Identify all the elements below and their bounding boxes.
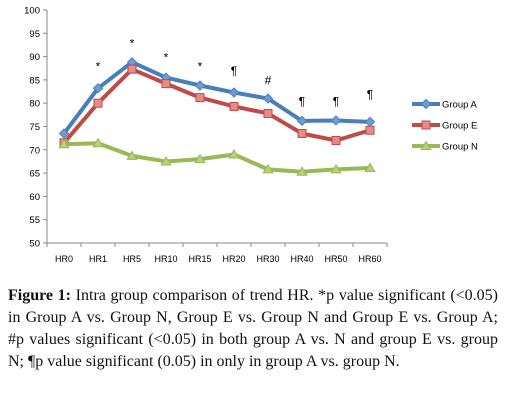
series-group-e	[59, 64, 375, 148]
data-point-group-e	[365, 125, 375, 135]
data-point-group-e	[297, 128, 307, 138]
x-tick-label: HR20	[222, 254, 245, 264]
y-tick-label: 85	[29, 75, 40, 86]
x-tick-label: HR0	[55, 254, 73, 264]
x-tick-label: HR60	[358, 254, 381, 264]
significance-marker: *	[164, 50, 169, 64]
x-tick-label: HR10	[154, 254, 177, 264]
line-chart: 50 55 60 65 70 75 80 85 90 95 100 HR0 HR1 HR5 HR10 HR15…	[24, 6, 478, 265]
y-tick-label: 65	[29, 169, 40, 180]
significance-marker: #	[265, 74, 272, 88]
caption-label: Figure 1:	[8, 287, 72, 304]
y-tick-label: 90	[29, 52, 40, 63]
data-point-group-n	[160, 155, 172, 166]
series-line-group-e	[62, 67, 371, 145]
data-point-group-a	[364, 116, 376, 128]
data-point-group-a	[262, 93, 274, 104]
x-tick-label: HR5	[123, 254, 141, 264]
significance-marker: ¶	[333, 95, 339, 109]
series-line-group-a	[62, 60, 371, 135]
significance-marker: *	[96, 60, 101, 74]
data-point-group-e	[331, 135, 341, 145]
legend-label-group-n: Group N	[442, 142, 478, 153]
data-point-group-a	[296, 115, 308, 127]
data-point-group-e	[229, 101, 239, 111]
data-point-group-a	[228, 87, 240, 98]
series-line-group-n	[63, 141, 371, 174]
chart-series	[58, 56, 376, 176]
data-point-group-n	[194, 153, 206, 164]
legend-marker-group-a	[420, 98, 432, 110]
x-tick-label: HR40	[290, 254, 313, 264]
significance-marker: ¶	[299, 95, 305, 109]
x-tick-label: HR15	[188, 254, 211, 264]
caption-text: Intra group comparison of trend HR. *p v…	[8, 287, 498, 370]
data-point-group-e	[93, 98, 103, 108]
data-point-group-n	[262, 163, 274, 174]
data-point-group-n	[92, 137, 104, 148]
x-tick-label: HR30	[256, 254, 279, 264]
significance-marker: *	[130, 36, 135, 50]
data-point-group-n	[228, 148, 240, 159]
chart-annotations: * * * * ¶ # ¶ ¶ ¶	[96, 36, 374, 108]
data-point-group-e	[263, 108, 273, 118]
significance-marker: ¶	[367, 88, 373, 102]
y-tick-label: 70	[29, 145, 40, 156]
chart-legend: Group A Group E Group N	[412, 98, 478, 153]
legend-label-group-e: Group E	[442, 121, 477, 132]
legend-marker-group-n	[420, 140, 432, 150]
series-group-a	[58, 56, 376, 139]
y-tick-label: 100	[24, 6, 40, 17]
y-tick-label: 75	[29, 122, 40, 133]
data-point-group-a	[330, 115, 342, 126]
data-point-group-n	[364, 162, 376, 172]
data-point-group-a	[92, 83, 104, 94]
data-point-group-n	[330, 163, 342, 174]
figure-caption: Figure 1: Intra group comparison of tren…	[8, 285, 498, 373]
data-point-group-e	[127, 64, 137, 74]
data-point-group-e	[161, 79, 171, 89]
legend-marker-group-e	[421, 120, 431, 130]
significance-marker: ¶	[231, 64, 237, 78]
y-tick-label: 50	[29, 239, 40, 250]
significance-marker: *	[198, 60, 203, 74]
x-tick-label: HR1	[89, 254, 107, 264]
y-tick-label: 80	[29, 99, 40, 110]
y-tick-label: 95	[29, 29, 40, 40]
data-point-group-a	[58, 128, 70, 139]
data-point-group-e	[195, 93, 205, 103]
chart-canvas: 50 55 60 65 70 75 80 85 90 95 100 HR0 HR1 HR5 HR10 HR15…	[24, 6, 478, 265]
y-tick-label: 60	[29, 192, 40, 203]
legend-label-group-a: Group A	[442, 100, 478, 111]
data-point-group-a	[194, 80, 206, 91]
data-point-group-n	[126, 150, 138, 160]
series-group-n	[58, 137, 376, 176]
x-tick-label: HR50	[324, 254, 347, 264]
chart-axes: 50 55 60 65 70 75 80 85 90 95 100 HR0 HR1 HR5 HR10 HR15…	[24, 6, 388, 264]
data-point-group-n	[296, 166, 308, 176]
data-point-group-n	[58, 138, 70, 149]
y-tick-label: 55	[29, 215, 40, 226]
